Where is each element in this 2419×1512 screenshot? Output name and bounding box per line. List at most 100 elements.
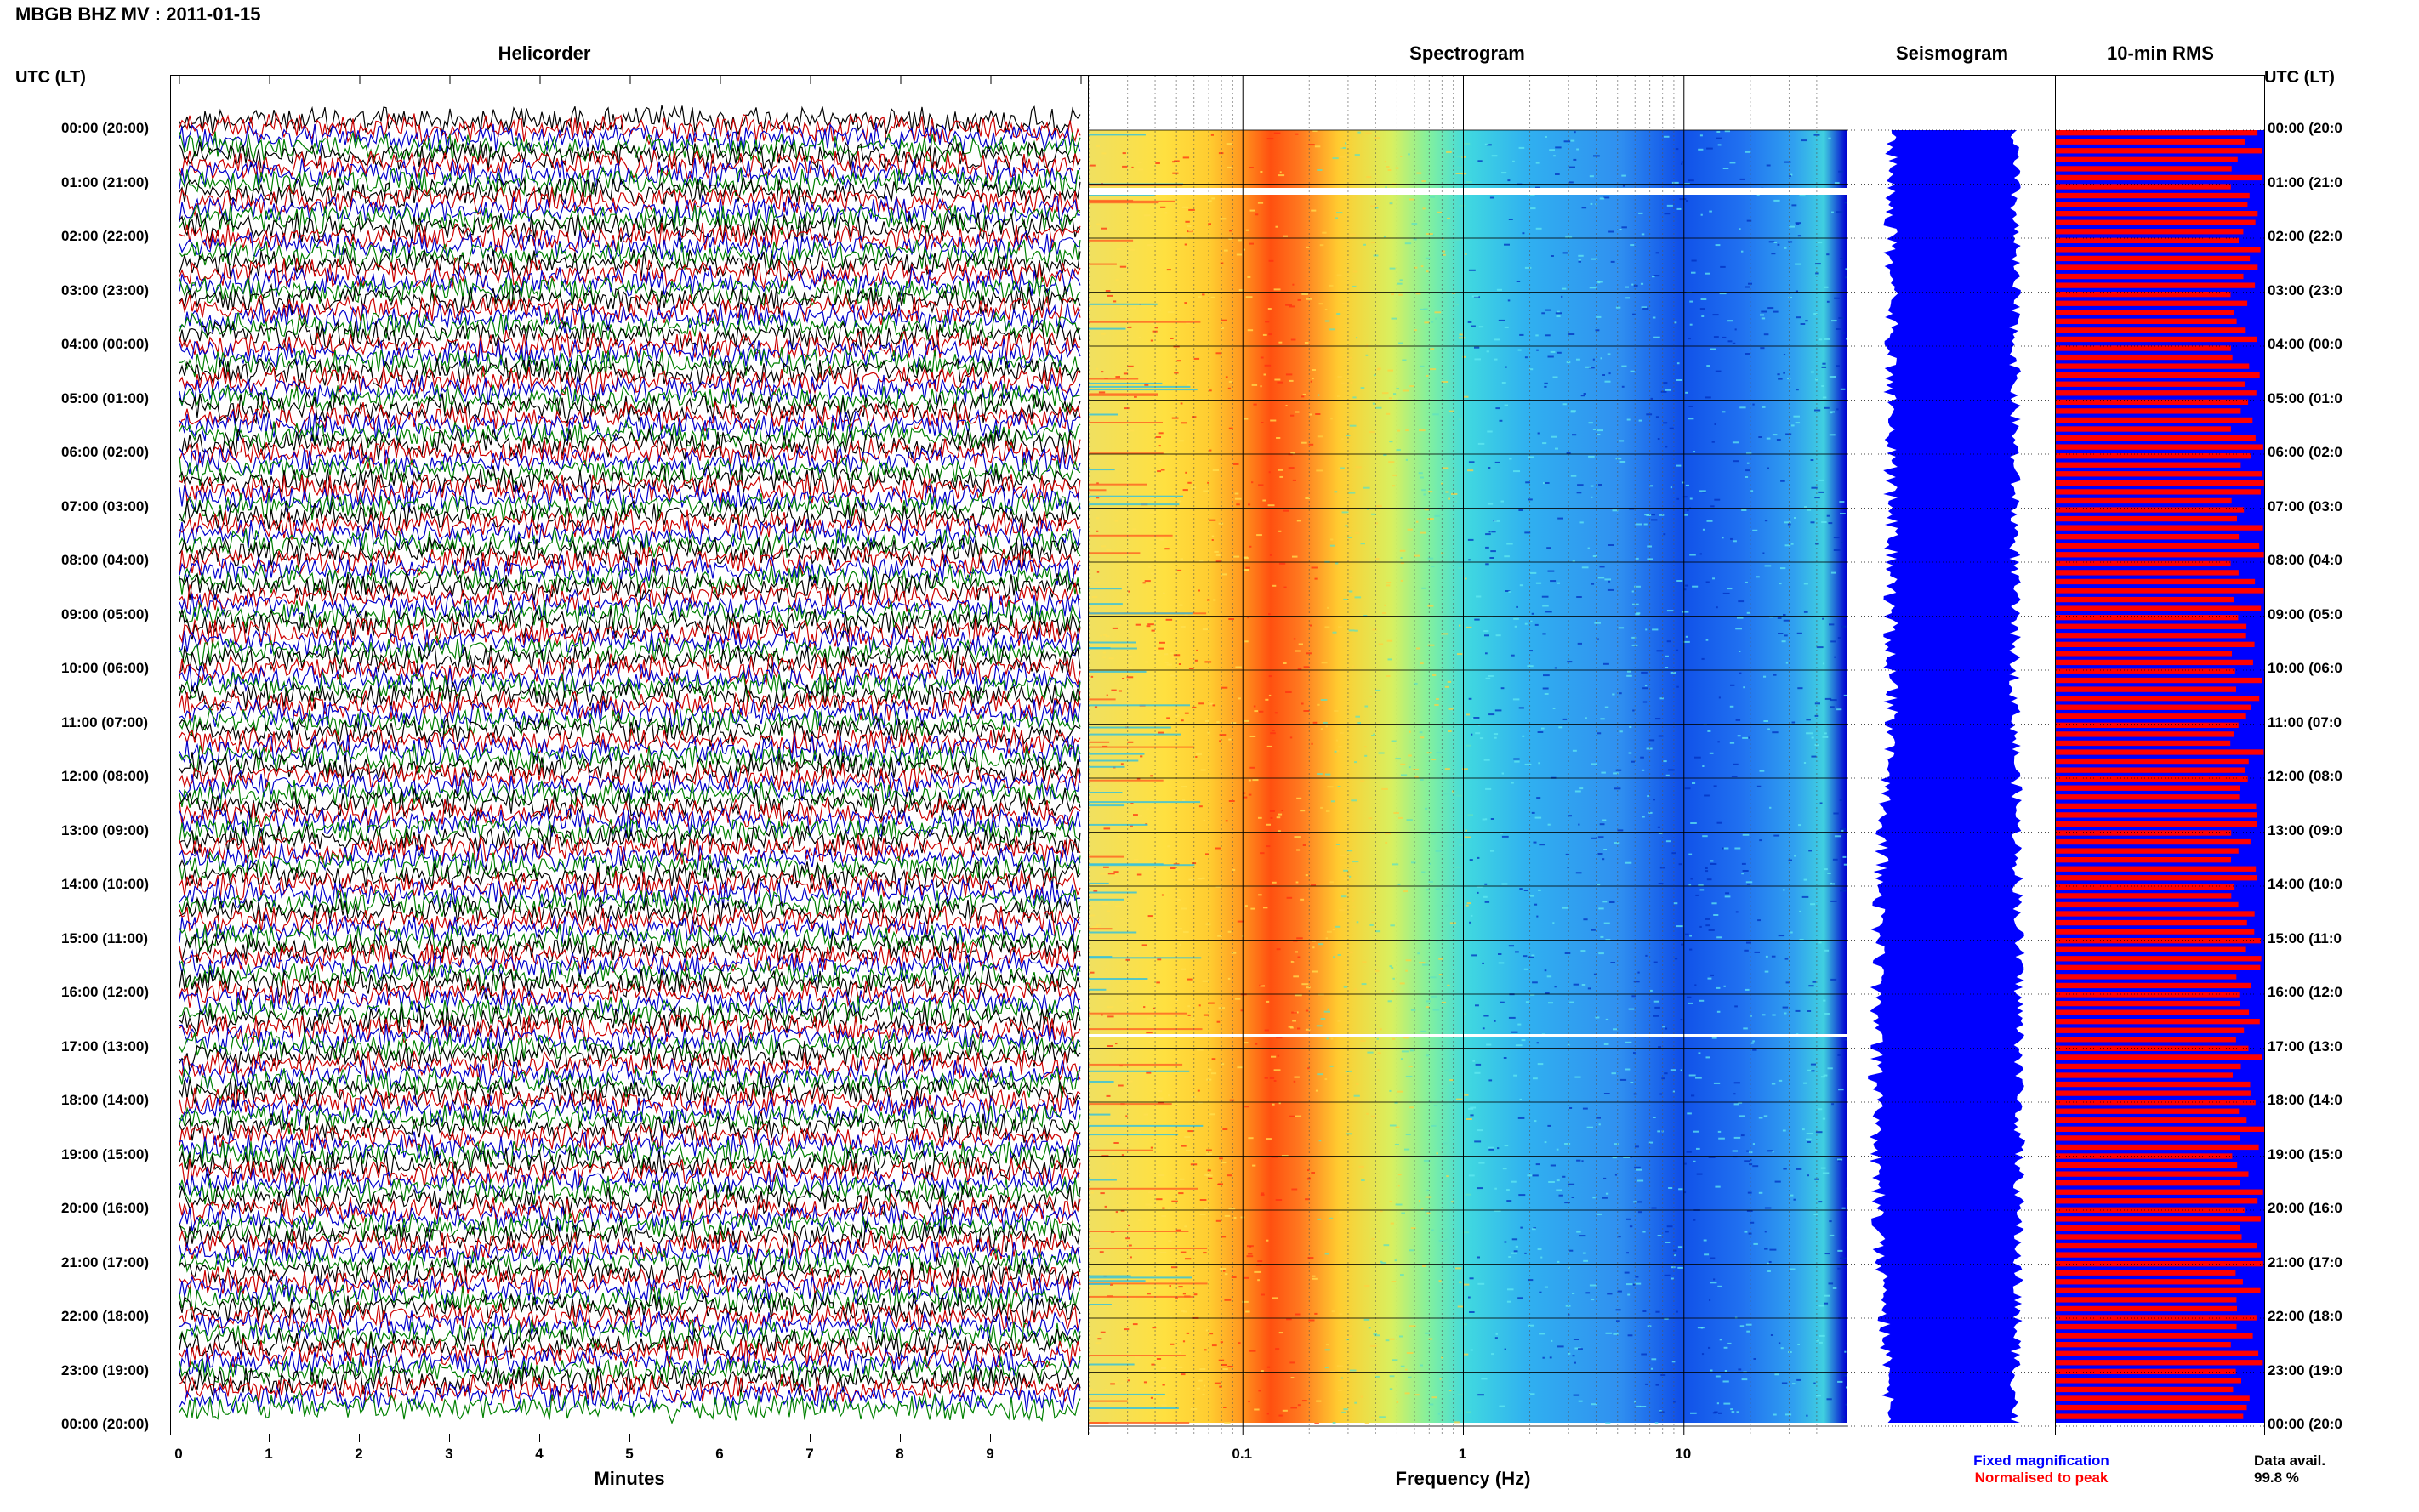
helicorder-trace — [179, 995, 1081, 1029]
rms-bar — [2056, 919, 2247, 926]
rms-bar — [2056, 875, 2257, 881]
rms-bar — [2056, 1305, 2237, 1312]
rms-bar — [2056, 1019, 2260, 1025]
helicorder-trace — [179, 1355, 1081, 1389]
hour-label-right: 05:00 (01:0 — [2268, 389, 2342, 406]
helicorder-trace — [179, 526, 1081, 560]
rms-bar — [2056, 974, 2237, 980]
helicorder-trace — [179, 384, 1081, 414]
helicorder-trace — [179, 212, 1081, 243]
rms-bar — [2056, 219, 2256, 225]
helicorder-trace — [179, 814, 1081, 849]
helicorder-trace — [179, 770, 1081, 803]
helicorder-trace — [179, 617, 1081, 648]
hour-label-left: 03:00 (23:00) — [61, 281, 150, 298]
rms-bar — [2056, 1189, 2263, 1195]
rms-bar — [2056, 1270, 2236, 1276]
helicorder-trace — [179, 1175, 1081, 1206]
helicorder-trace — [179, 1327, 1081, 1361]
helicorder-trace — [179, 923, 1081, 956]
helicorder-trace — [179, 535, 1081, 568]
hour-label-left: 16:00 (12:00) — [61, 984, 150, 1000]
helicorder-trace — [179, 1291, 1081, 1324]
rms-bar — [2056, 1207, 2245, 1213]
hour-label-left: 07:00 (03:00) — [61, 497, 150, 514]
rms-bar — [2056, 229, 2244, 235]
spectrogram-tick-label: 10 — [1675, 1446, 1692, 1462]
station-title: MBGB BHZ MV : 2011-01-15 — [15, 3, 261, 25]
helicorder-trace — [179, 697, 1081, 730]
helicorder-trace — [179, 1300, 1081, 1334]
hour-label-left: 15:00 (11:00) — [61, 929, 149, 946]
helicorder-plot — [179, 76, 1082, 1424]
rms-bar — [2056, 1287, 2261, 1293]
rms-bar — [2056, 166, 2232, 172]
helicorder-trace — [179, 553, 1081, 588]
hour-label-right: 17:00 (13:0 — [2268, 1037, 2342, 1054]
rms-bar — [2056, 641, 2255, 647]
rms-bar — [2056, 1404, 2247, 1411]
rms-bar — [2056, 884, 2235, 890]
helicorder-tick-label: 6 — [715, 1446, 724, 1462]
helicorder-trace — [179, 752, 1081, 783]
hour-label-left: 01:00 (21:00) — [61, 173, 150, 190]
rms-bar — [2056, 1037, 2236, 1043]
spectrogram-panel — [1088, 75, 1847, 1435]
helicorder-trace — [179, 111, 1081, 145]
helicorder-tick-label: 5 — [625, 1446, 634, 1462]
hour-label-right: 01:00 (21:0 — [2268, 173, 2342, 190]
helicorder-trace — [179, 1013, 1081, 1044]
helicorder-trace — [179, 599, 1081, 632]
rms-bar — [2056, 1090, 2251, 1096]
helicorder-title: Helicorder — [498, 43, 591, 64]
helicorder-trace — [179, 374, 1081, 407]
rms-bar — [2056, 659, 2253, 666]
rms-bar — [2056, 300, 2248, 306]
rms-bar — [2056, 992, 2240, 998]
helicorder-trace — [179, 346, 1081, 378]
hour-label-left: 22:00 (18:00) — [61, 1308, 150, 1324]
helicorder-trace — [179, 356, 1081, 387]
rms-bar — [2056, 1126, 2264, 1132]
helicorder-panel — [170, 75, 1089, 1435]
helicorder-trace — [179, 1075, 1081, 1108]
hour-label-right: 00:00 (20:0 — [2268, 120, 2342, 136]
rms-bar — [2056, 1171, 2249, 1177]
rms-bar — [2056, 318, 2237, 324]
helicorder-trace — [179, 1247, 1081, 1279]
rms-bar — [2056, 830, 2232, 836]
helicorder-trace — [179, 895, 1081, 928]
rms-bar — [2056, 507, 2245, 513]
helicorder-trace — [179, 239, 1081, 272]
helicorder-trace — [179, 1282, 1081, 1315]
helicorder-trace — [179, 588, 1081, 623]
rms-bar — [2056, 749, 2264, 755]
rms-bar — [2056, 1386, 2234, 1393]
rms-bar — [2056, 192, 2250, 199]
rms-bar — [2056, 247, 2261, 253]
helicorder-trace — [179, 329, 1081, 363]
helicorder-trace — [179, 1390, 1081, 1424]
helicorder-trace — [179, 796, 1081, 830]
rms-bar — [2056, 237, 2239, 243]
helicorder-trace — [179, 122, 1081, 155]
rms-bar — [2056, 812, 2257, 818]
rms-bar — [2056, 390, 2257, 396]
helicorder-trace — [179, 256, 1081, 290]
rms-bar — [2056, 722, 2239, 728]
rms-bar — [2056, 704, 2251, 710]
rms-bar — [2056, 776, 2248, 782]
rms-bar — [2056, 686, 2236, 692]
helicorder-trace — [179, 1166, 1081, 1199]
rms-bar — [2056, 1242, 2257, 1249]
helicorder-trace — [179, 707, 1081, 738]
helicorder-trace — [179, 275, 1081, 307]
helicorder-trace — [179, 976, 1080, 1009]
rms-bar — [2056, 174, 2262, 181]
rms-bar — [2056, 408, 2241, 414]
helicorder-trace — [179, 1310, 1081, 1342]
hour-label-left: 06:00 (02:00) — [61, 444, 150, 460]
helicorder-tick-label: 9 — [986, 1446, 994, 1462]
hour-label-right: 23:00 (19:0 — [2268, 1361, 2342, 1378]
rms-bar — [2056, 202, 2248, 207]
